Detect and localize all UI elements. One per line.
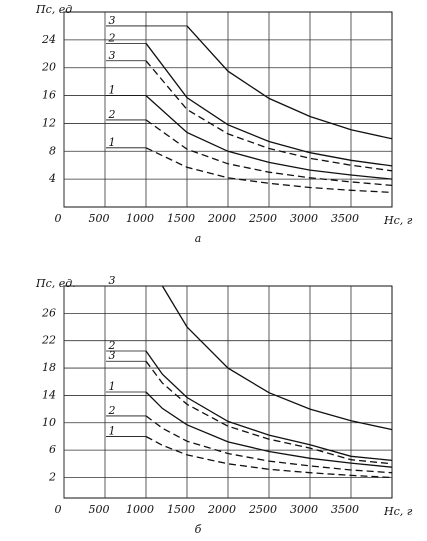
y-tick-label: 10 [42, 416, 56, 429]
x-tick-label: 500 [89, 503, 110, 516]
y-tick-label: 8 [49, 144, 56, 157]
x-tick-label: 3500 [331, 503, 359, 516]
curve [145, 435, 393, 479]
curve-label: 2 [108, 108, 116, 121]
y-tick-label: 22 [41, 334, 56, 347]
caption: б [195, 523, 202, 536]
x-tick-label: 500 [89, 212, 110, 225]
curve [161, 285, 393, 431]
curve-label: 2 [108, 31, 116, 44]
x-axis-label: Нс, г [383, 214, 413, 227]
y-tick-label: 24 [41, 33, 56, 46]
y-tick-label: 2 [48, 470, 56, 483]
x-tick-label: 1500 [167, 212, 195, 225]
curve-label: 3 [109, 349, 116, 362]
curve-label: 1 [109, 136, 116, 149]
curve [145, 119, 393, 187]
y-tick-label: 4 [48, 172, 56, 185]
x-tick-label: 3500 [331, 212, 359, 225]
curve [145, 60, 393, 172]
x-tick-label: 1000 [126, 503, 154, 516]
curve-label: 3 [109, 14, 116, 27]
curve [145, 360, 393, 465]
curve [145, 95, 393, 180]
x-tick-label: 2500 [248, 212, 277, 225]
curve [145, 391, 393, 468]
y-tick-label: 26 [41, 306, 56, 319]
curve [145, 350, 393, 462]
y-tick-label: 12 [42, 116, 56, 129]
x-tick-label: 2500 [248, 503, 277, 516]
x-tick-label: 2000 [207, 212, 236, 225]
y-axis-label: Пс, ед [35, 3, 72, 16]
x-tick-label: 2000 [207, 503, 236, 516]
curve-label: 1 [109, 84, 116, 97]
y-axis-label: Пс, ед. [35, 277, 76, 290]
curve [145, 415, 393, 474]
curve-label: 3 [109, 274, 116, 287]
curve-label: 1 [109, 424, 116, 437]
curve [145, 42, 393, 167]
y-tick-label: 18 [42, 361, 56, 374]
x-tick-label: 1000 [126, 212, 154, 225]
y-tick-label: 14 [42, 388, 56, 401]
curve-label: 1 [109, 380, 116, 393]
x-tick-label: 1500 [167, 503, 195, 516]
x-tick-label: 0 [55, 503, 62, 516]
curve-label: 2 [108, 339, 116, 352]
y-tick-label: 20 [41, 61, 56, 74]
caption: а [195, 232, 202, 245]
x-tick-label: 3000 [290, 503, 318, 516]
x-axis-label: Нс, г [383, 505, 413, 518]
curve [145, 147, 393, 194]
y-tick-label: 6 [49, 443, 56, 456]
curve [186, 25, 393, 140]
curve-label: 2 [108, 404, 116, 417]
curve-label: 3 [109, 49, 116, 62]
x-tick-label: 0 [55, 212, 62, 225]
y-tick-label: 16 [42, 89, 56, 102]
x-tick-label: 3000 [290, 212, 318, 225]
